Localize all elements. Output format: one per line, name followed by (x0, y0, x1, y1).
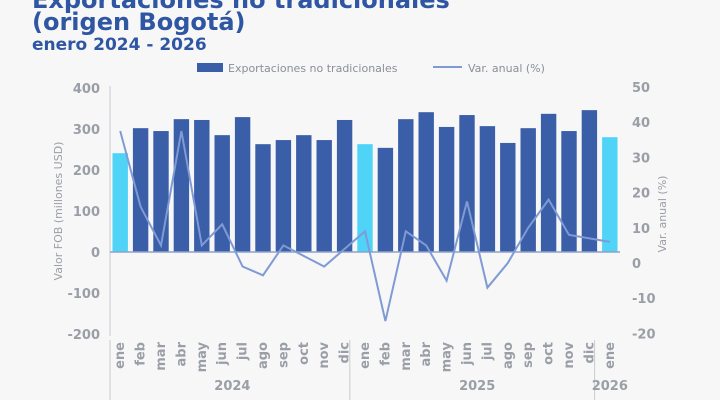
x-tick-label: ene (603, 342, 618, 369)
bar (459, 115, 475, 252)
y-tick-label: 400 (73, 82, 100, 97)
bar (398, 119, 414, 252)
y2-tick-label: 0 (632, 257, 641, 272)
bar (194, 119, 210, 252)
legend-label-line: Var. anual (%) (468, 62, 545, 75)
x-tick-label: nov (317, 341, 332, 368)
y2-axis-title: Var. anual (%) (656, 176, 669, 253)
bar (132, 128, 149, 252)
bar (540, 113, 557, 252)
x-tick-label: sep (276, 342, 291, 368)
bar (336, 119, 353, 252)
bar (581, 110, 598, 252)
x-tick-label: mar (154, 341, 169, 370)
bar (479, 126, 496, 252)
y2-tick-label: 10 (632, 222, 650, 237)
x-tick-label: oct (542, 342, 557, 365)
y-tick-label: 100 (73, 205, 100, 220)
chart-title-line2: (origen Bogotá) (32, 8, 246, 36)
bar (255, 144, 271, 252)
y-axis-title: Valor FOB (millones USD) (52, 142, 65, 281)
legend-swatch-bar (197, 63, 223, 72)
bar (500, 142, 516, 252)
bar (357, 144, 373, 252)
bar (234, 117, 251, 252)
bar (173, 119, 190, 252)
x-tick-label: jul (480, 342, 495, 361)
bar (296, 135, 312, 252)
x-tick-label: ene (113, 342, 128, 369)
y-tick-label: 200 (73, 164, 100, 179)
bar (377, 147, 394, 252)
x-tick-label: sep (521, 342, 536, 368)
chart-subtitle: enero 2024 - 2026 (32, 35, 207, 55)
x-tick-label: may (195, 341, 210, 372)
x-group-label: 2024 (214, 379, 250, 394)
x-tick-label: may (440, 341, 455, 372)
y2-tick-label: 40 (632, 116, 650, 131)
bar (602, 137, 618, 252)
y2-tick-label: -20 (632, 327, 656, 342)
legend-label-bar: Exportaciones no tradicionales (228, 62, 398, 75)
x-tick-label: nov (562, 341, 577, 368)
x-tick-label: dic (338, 342, 353, 363)
chart-title-line1: Exportaciones no tradicionales (32, 0, 450, 14)
x-group-label: 2026 (592, 379, 628, 394)
y2-tick-label: 20 (632, 187, 650, 202)
line-series-var-anual (119, 130, 610, 322)
x-tick-label: abr (419, 341, 434, 366)
x-group-label: 2025 (459, 379, 495, 394)
x-tick-label: abr (174, 341, 189, 366)
y-tick-label: 300 (73, 123, 100, 138)
x-tick-label: ene (358, 342, 373, 369)
y2-tick-label: 50 (632, 81, 650, 96)
y2-tick-label: -10 (632, 292, 656, 307)
bar (418, 112, 434, 252)
bar (112, 153, 128, 252)
bar (214, 135, 230, 252)
bar (438, 126, 455, 252)
bar (561, 131, 577, 252)
x-tick-label: dic (582, 342, 597, 363)
y-tick-label: -100 (67, 287, 100, 302)
x-tick-label: ago (256, 342, 271, 369)
y-tick-label: -200 (67, 328, 100, 343)
bar (520, 128, 536, 252)
x-tick-label: feb (378, 342, 393, 366)
x-tick-label: jun (215, 342, 230, 366)
x-tick-label: oct (297, 342, 312, 365)
x-tick-label: feb (134, 342, 149, 366)
y-tick-label: 0 (91, 246, 100, 261)
x-tick-label: jun (460, 342, 475, 366)
y2-tick-label: 30 (632, 151, 650, 166)
bar (316, 140, 332, 252)
bar (275, 140, 292, 252)
x-tick-label: ago (501, 342, 516, 369)
x-tick-label: jul (236, 342, 251, 361)
x-tick-label: mar (399, 341, 414, 370)
